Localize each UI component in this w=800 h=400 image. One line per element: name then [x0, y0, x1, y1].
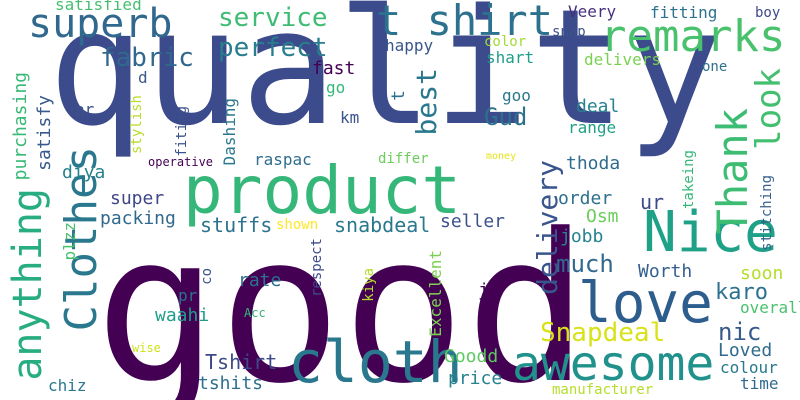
word-superb: superb: [28, 1, 173, 47]
word-worth: Worth: [638, 261, 693, 282]
word-excellent: Excellent: [426, 250, 445, 337]
word-price: price: [448, 368, 503, 389]
word-time: time: [740, 374, 779, 393]
word-rate: rate: [238, 270, 282, 291]
word-stylish: stylish: [129, 95, 145, 155]
word-jo: jo: [478, 280, 500, 301]
word-delivers: delivers: [584, 50, 662, 69]
word-thank: Thank: [708, 108, 757, 235]
word-karo: karo: [715, 280, 768, 305]
word-awesome: awesome: [512, 336, 715, 392]
word-shown: shown: [276, 217, 319, 233]
word-nice: Nice: [643, 200, 778, 265]
word-service: service: [218, 3, 328, 33]
word-operative: operative: [148, 155, 214, 169]
word-respect: respect: [309, 238, 325, 298]
word-much: much: [556, 250, 614, 278]
word-one: one: [702, 59, 728, 75]
word-stuffs: stuffs: [200, 213, 273, 237]
word-super: super: [110, 188, 165, 209]
word-ur: ur: [640, 190, 665, 214]
word-diya: diya: [62, 162, 106, 183]
word-snap: snap: [552, 24, 586, 40]
word-fiting: fiting: [174, 106, 190, 157]
word-km: km: [340, 108, 360, 127]
word-product: product: [183, 152, 462, 229]
word-snapdeal: Snapdeal: [540, 318, 666, 348]
word-d: d: [138, 68, 148, 87]
word-nic: nic: [718, 318, 762, 346]
word-fast: fast: [312, 58, 356, 79]
word-tshirt: t shirt: [376, 0, 554, 45]
word-waahi: waahi: [155, 305, 210, 326]
word-order: order: [558, 188, 613, 209]
word-kiya: kiya: [361, 268, 377, 302]
word-wise: wise: [132, 341, 161, 355]
word-acc: Acc: [244, 306, 266, 320]
word-tshits: tshits: [198, 373, 264, 394]
word-fabric: fabric: [100, 43, 194, 73]
word-color: color: [484, 34, 527, 50]
word-deal: deal: [576, 96, 620, 117]
word-purchasing: purchasing: [10, 72, 31, 181]
word-plzz: plzz: [60, 222, 79, 261]
word-raspac: raspac: [254, 150, 312, 169]
word-colour: colour: [720, 358, 778, 377]
word-osm: Osm: [586, 206, 619, 227]
word-fitting: fitting: [650, 3, 718, 22]
word-manufacturer: manufacturer: [552, 382, 654, 398]
word-ar: ar: [75, 100, 95, 119]
word-love: love: [578, 271, 713, 336]
word-good: good: [95, 191, 589, 400]
word-packing: packing: [100, 208, 176, 229]
word-pr: pr: [178, 286, 198, 305]
word-dashing: Dashing: [220, 98, 239, 166]
word-go: go: [326, 78, 346, 97]
word-satisfied: satisfied: [55, 0, 142, 14]
word-tshirt-2: Tshirt: [205, 350, 278, 374]
word-look: look: [749, 68, 789, 150]
word-veery: Veery: [568, 2, 617, 21]
word-satisfy: satisfy: [34, 95, 55, 171]
word-perfect: perfect: [218, 33, 328, 63]
word-chiz: chiz: [48, 376, 87, 395]
word-range: range: [568, 118, 617, 137]
word-happy: happy: [385, 36, 434, 55]
word-cloth: cloth: [288, 328, 463, 396]
word-goo: goo: [502, 86, 531, 105]
word-differ: differ: [378, 151, 429, 167]
word-loved: Loved: [718, 340, 773, 361]
word-quality: quality: [48, 0, 723, 161]
word-anything: anything: [5, 188, 51, 381]
word-goodd: Goodd: [444, 346, 499, 367]
word-snabdeal: snabdeal: [334, 213, 431, 237]
word-overall: overall: [740, 298, 800, 317]
word-thoda: thoda: [566, 153, 621, 174]
word-stitching: stitching: [759, 175, 775, 251]
word-money: money: [486, 151, 517, 162]
word-shart: shart: [486, 48, 535, 67]
word-remarks: remarks: [600, 11, 786, 62]
word-takeing: takeing: [681, 150, 697, 210]
word-t: t: [388, 90, 409, 101]
word-best: best: [410, 68, 443, 136]
word-gud: Gud: [484, 103, 528, 131]
word-soon: soon: [740, 263, 784, 284]
word-jobb: jobb: [560, 226, 604, 247]
word-co: co: [199, 268, 215, 285]
word-boy: boy: [755, 5, 781, 21]
word-seller: seller: [440, 211, 506, 232]
